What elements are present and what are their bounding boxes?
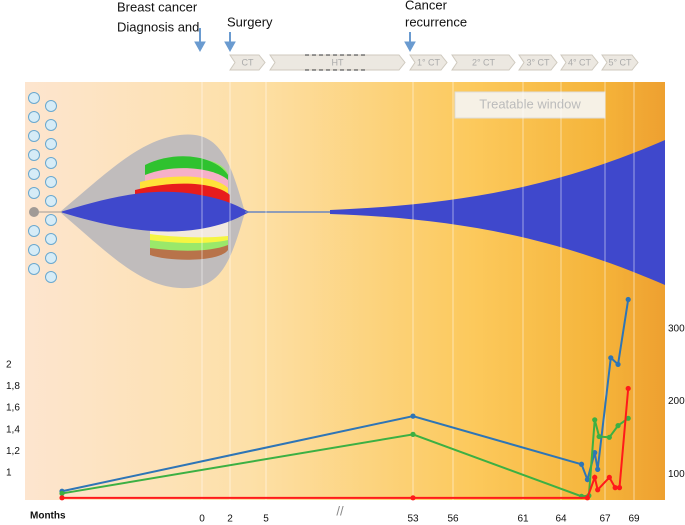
therapy-label: 4° CT [568,57,592,67]
point [410,413,416,419]
y2-tick-label: 200 [668,396,685,407]
therapy-label: 3° CT [526,57,550,67]
window-box [454,91,606,119]
cell [45,119,57,131]
x-tick-label: 0 [199,514,205,525]
point [606,474,612,480]
annotation: Diagnosis and [117,19,199,34]
point [625,415,631,421]
cell [45,271,57,283]
cell [28,92,40,104]
cell [45,214,57,226]
cell [45,157,57,169]
point [584,495,591,501]
event-arrows [194,28,416,53]
point [592,417,598,423]
therapy-label: 1° CT [417,57,441,67]
therapy-chevron [229,54,266,71]
window-label: Treatable window [479,96,581,111]
point [606,434,612,440]
y2-tick-label: 100 [668,469,685,480]
x-tick-label: 53 [407,514,419,525]
therapy-chevron [409,54,448,71]
background [25,82,665,500]
point [615,361,621,367]
point [612,485,618,491]
therapy-chevron [269,54,406,71]
point [59,495,65,501]
cell [45,138,57,150]
therapy-label: CT [242,57,254,67]
y-tick-label: 1 [6,468,12,479]
axis-break: // [336,503,344,518]
cell [45,100,57,112]
y-tick-label: 1,2 [6,446,20,457]
cell [28,187,40,199]
point [595,466,601,472]
x-tick-label: 61 [517,514,529,525]
y2-tick-label: 300 [668,323,685,334]
therapies: CT HT 1° CT 2° CT 3° CT 4° CT 5° CT [229,54,639,71]
point [410,431,416,437]
cell [28,168,40,180]
annotation: recurrence [405,14,467,29]
annotation: Breast cancer [117,0,198,14]
therapy-label: 5° CT [608,57,632,67]
x-tick-label: 5 [263,514,269,525]
point [596,433,602,440]
cell [45,233,57,245]
therapy-chevron [601,54,639,71]
point [608,355,614,361]
point [578,461,585,467]
therapy-chevron [518,54,558,71]
cell [28,244,40,256]
therapy-label: HT [332,57,344,67]
cell [28,130,40,142]
point [584,476,591,483]
therapy-chevron [560,54,599,71]
point [625,385,631,392]
point [595,487,601,493]
cell [28,225,40,237]
cell [45,176,57,188]
point [625,296,631,303]
cell [45,252,57,264]
point [615,423,621,429]
x-axis-label: Months [30,511,66,522]
point [410,495,416,501]
point [592,474,598,480]
x-tick-label: 56 [447,514,459,525]
point [59,490,65,497]
therapy-label: 2° CT [472,57,496,67]
y-tick-label: 1,8 [6,381,20,392]
y-tick-label: 1,4 [6,424,20,435]
annotation: Surgery [227,14,273,29]
point [592,450,598,456]
cell [28,111,40,123]
y-tick-label: 2 [6,359,12,370]
point [616,485,623,491]
cell [45,195,57,207]
cell [28,263,40,275]
x-tick-label: 64 [555,514,567,525]
cell [28,149,40,161]
cells [28,92,57,283]
therapy-chevron [451,54,516,71]
x-tick-label: 69 [628,514,640,525]
y-tick-label: 1,6 [6,403,20,414]
x-tick-label: 2 [227,514,233,525]
x-tick-label: 67 [599,514,611,525]
annotation: Cancer [405,0,448,12]
